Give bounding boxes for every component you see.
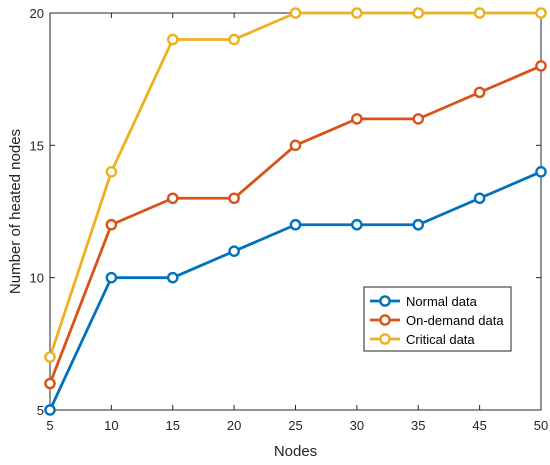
- data-point: [289, 7, 302, 19]
- legend-label: On-demand data: [406, 313, 504, 328]
- series-on-demand-data: [44, 60, 547, 390]
- data-point: [473, 86, 486, 99]
- y-tick-label: 10: [30, 271, 44, 286]
- y-tick-label: 20: [30, 6, 44, 21]
- x-tick-label: 25: [288, 418, 302, 433]
- data-point: [351, 218, 363, 231]
- x-tick-label: 30: [350, 418, 364, 433]
- data-point: [351, 7, 363, 19]
- x-tick-label: 15: [166, 418, 180, 433]
- data-point: [105, 271, 118, 284]
- data-point: [166, 271, 179, 284]
- series-lines: [44, 7, 547, 416]
- series-critical-data: [44, 7, 547, 363]
- data-point: [105, 218, 118, 231]
- x-axis-title: Nodes: [274, 443, 317, 460]
- data-point: [44, 377, 56, 390]
- data-point: [228, 33, 240, 46]
- data-point: [412, 113, 425, 125]
- data-point: [289, 139, 302, 152]
- data-point: [535, 60, 547, 72]
- legend-marker: [379, 295, 391, 307]
- y-axis-title: Number of heated nodes: [7, 129, 24, 294]
- x-tick-label: 50: [534, 418, 548, 433]
- legend-label: Normal data: [406, 294, 478, 309]
- data-point: [228, 245, 240, 257]
- data-point: [535, 165, 547, 178]
- data-point: [412, 7, 425, 19]
- data-point: [289, 218, 302, 231]
- x-tick-label: 5: [46, 418, 53, 433]
- legend-marker: [379, 333, 391, 345]
- x-tick-label: 10: [104, 418, 118, 433]
- x-tick-label: 20: [227, 418, 241, 433]
- data-point: [228, 192, 240, 205]
- legend-label: Critical data: [406, 332, 475, 347]
- data-point: [412, 218, 425, 231]
- data-point: [473, 192, 486, 205]
- y-tick-label: 15: [30, 138, 44, 153]
- data-point: [535, 7, 547, 19]
- data-point: [473, 7, 486, 19]
- data-point: [44, 351, 56, 363]
- data-point: [351, 113, 363, 125]
- data-point: [166, 192, 179, 205]
- x-tick-label: 45: [472, 418, 486, 433]
- legend: Normal data On-demand data Critical data: [363, 286, 512, 352]
- series-normal-data: [44, 165, 547, 416]
- x-tick-label: 35: [411, 418, 425, 433]
- legend-marker: [379, 314, 391, 326]
- y-tick-label: 5: [37, 403, 44, 418]
- data-point: [44, 404, 56, 416]
- data-point: [105, 165, 118, 178]
- data-point: [166, 33, 179, 46]
